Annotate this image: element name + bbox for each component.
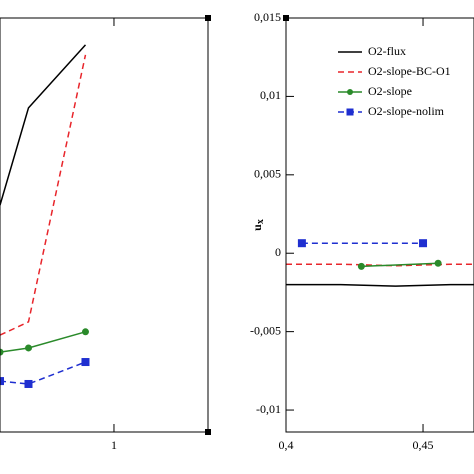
series-marker — [0, 377, 4, 386]
series-line — [361, 262, 439, 268]
x-tick-label: 1 — [111, 438, 117, 452]
y-tick-label: -0,005 — [250, 323, 281, 337]
y-axis-label-main: u — [250, 224, 264, 231]
y-tick-label: -0,01 — [256, 402, 281, 416]
series-marker — [81, 358, 90, 367]
plot-area — [0, 44, 90, 388]
series-line — [0, 331, 86, 353]
legend-label: O2-slope-BC-O1 — [368, 64, 451, 78]
series-marker — [419, 239, 428, 248]
legend-marker — [347, 89, 353, 95]
y-axis-label-sub: x — [255, 219, 266, 224]
series-marker — [0, 348, 4, 356]
series-line — [0, 54, 87, 336]
x-tick-label: 0,45 — [413, 438, 434, 452]
series-marker — [357, 262, 365, 270]
legend-marker — [346, 108, 354, 116]
legend-label: O2-flux — [368, 44, 406, 58]
y-axis-label: ux — [250, 219, 267, 231]
series-marker — [297, 239, 306, 248]
legend-label: O2-slope — [368, 84, 412, 98]
plot-frame — [0, 17, 209, 433]
series-marker — [24, 379, 33, 388]
series-marker — [24, 344, 32, 352]
plot-area — [286, 239, 474, 287]
series-line — [0, 361, 86, 385]
series-line — [286, 283, 474, 287]
y-tick-label: 0 — [275, 245, 281, 259]
legend-label: O2-slope-nolim — [368, 104, 445, 118]
series-marker — [434, 259, 442, 267]
plot-frame — [285, 17, 474, 433]
y-tick-label: 0,005 — [254, 167, 281, 181]
series-line — [286, 263, 474, 267]
y-tick-label: 0,015 — [254, 10, 281, 24]
series-marker — [81, 328, 89, 336]
y-tick-label: 0,01 — [260, 88, 281, 102]
x-tick-label: 0,4 — [279, 438, 294, 452]
series-line — [0, 44, 87, 206]
